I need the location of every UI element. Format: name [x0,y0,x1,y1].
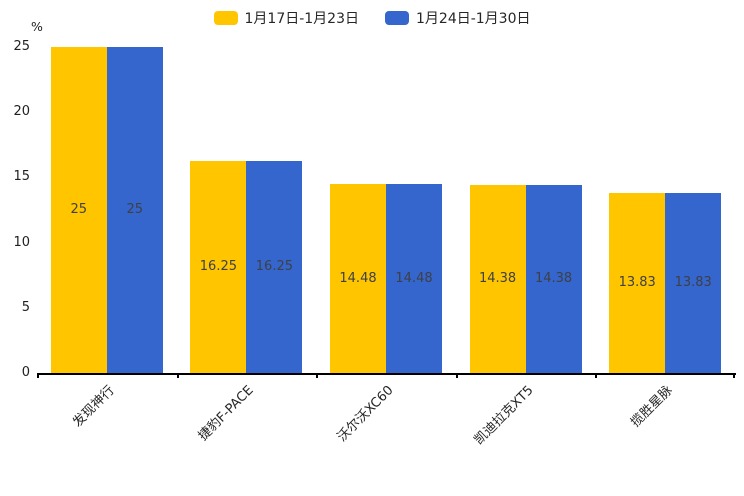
legend-swatch-icon [213,11,238,25]
legend-label: 1月24日-1月30日 [416,11,531,27]
bar-series0-cat3 [469,185,526,373]
y-axis-unit-label: % [31,19,43,34]
x-axis-label: 揽胜星脉 [628,383,676,431]
bar-series0-cat0 [50,47,107,373]
y-axis-tick-label: 25 [13,39,30,54]
legend-item-1[interactable]: 1月24日-1月30日 [385,8,531,28]
bar-series1-cat0 [106,47,163,373]
x-axis-tick [176,373,179,378]
chart-legend: 1月17日-1月23日 1月24日-1月30日 [0,8,744,28]
x-axis-label: 捷豹F-PACE [196,383,257,444]
bar-series1-cat3 [525,185,582,373]
y-axis-tick-label: 5 [21,299,30,315]
x-axis-tick [316,373,319,378]
y-axis-tick-label: 20 [13,104,30,120]
bar-value-label: 14.38 [534,271,573,287]
x-axis-tick [595,373,598,378]
bar-value-label: 14.48 [339,270,377,286]
bar-series1-cat2 [386,184,442,373]
bar-value-label: 16.25 [255,259,293,275]
x-axis-tick [37,373,39,378]
bar-value-label: 14.48 [395,270,433,286]
y-axis-tick-label: 10 [13,234,30,250]
legend-item-0[interactable]: 1月17日-1月23日 [213,8,360,28]
legend-label: 1月17日-1月23日 [244,11,360,27]
x-axis-label: 沃尔沃XC60 [334,383,397,445]
x-axis-label: 凯迪拉克XT5 [471,383,537,448]
legend-swatch-icon [385,11,409,25]
bar-value-label: 14.38 [478,271,517,287]
bar-series0-cat1 [190,161,247,373]
x-axis-tick [733,373,735,378]
y-axis-tick-label: 15 [13,169,30,185]
x-axis-tick [455,373,458,378]
bar-value-label: 25 [126,202,144,217]
x-axis-line [37,373,736,375]
x-axis-label: 发现神行 [70,383,118,431]
bar-series0-cat2 [330,184,386,373]
bar-series1-cat4 [665,192,722,373]
y-axis-tick-label: 0 [21,365,30,380]
bar-value-label: 13.83 [674,274,712,290]
bar-value-label: 13.83 [618,274,656,290]
bar-value-label: 16.25 [199,259,237,275]
bar-series0-cat4 [609,192,666,373]
bar-value-label: 25 [70,202,88,217]
bar-series1-cat1 [246,161,303,373]
